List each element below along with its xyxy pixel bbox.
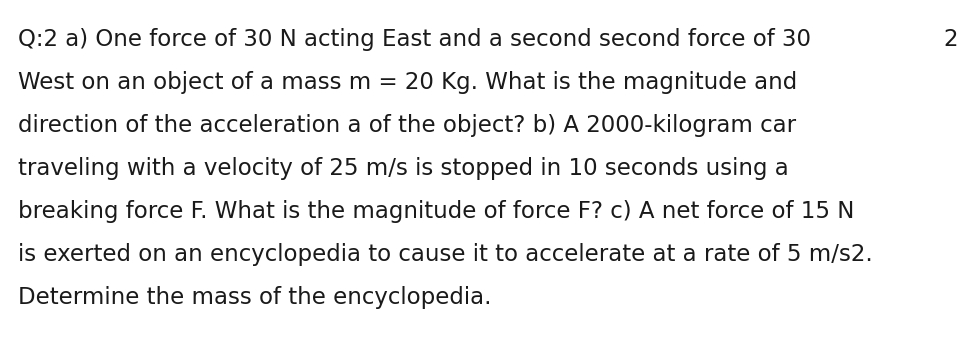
Text: West on an object of a mass m = 20 Kg. What is the magnitude and: West on an object of a mass m = 20 Kg. W… <box>18 71 797 94</box>
Text: Determine the mass of the encyclopedia.: Determine the mass of the encyclopedia. <box>18 286 492 309</box>
Text: is exerted on an encyclopedia to cause it to accelerate at a rate of 5 m/s2.: is exerted on an encyclopedia to cause i… <box>18 243 872 266</box>
Text: direction of the acceleration a of the object? b) A 2000-kilogram car: direction of the acceleration a of the o… <box>18 114 796 137</box>
Text: Q:2 a) One force of 30 N acting East and a second second force of 30: Q:2 a) One force of 30 N acting East and… <box>18 28 811 51</box>
Text: 2: 2 <box>944 28 958 51</box>
Text: traveling with a velocity of 25 m/s is stopped in 10 seconds using a: traveling with a velocity of 25 m/s is s… <box>18 157 789 180</box>
Text: breaking force F. What is the magnitude of force F? c) A net force of 15 N: breaking force F. What is the magnitude … <box>18 200 854 223</box>
